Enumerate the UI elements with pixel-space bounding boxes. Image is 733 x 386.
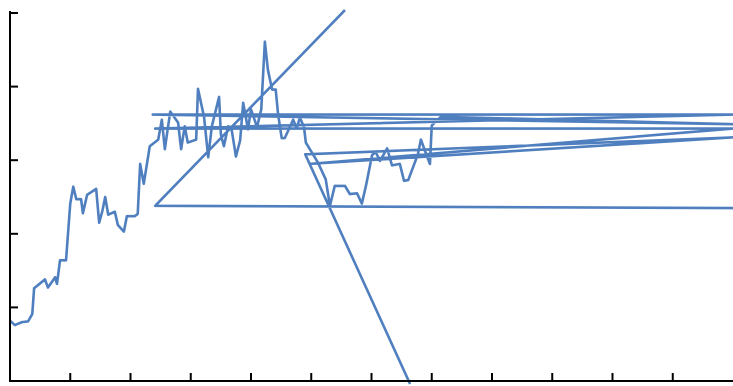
data-line: [10, 9, 733, 385]
plot-area: [10, 9, 733, 385]
